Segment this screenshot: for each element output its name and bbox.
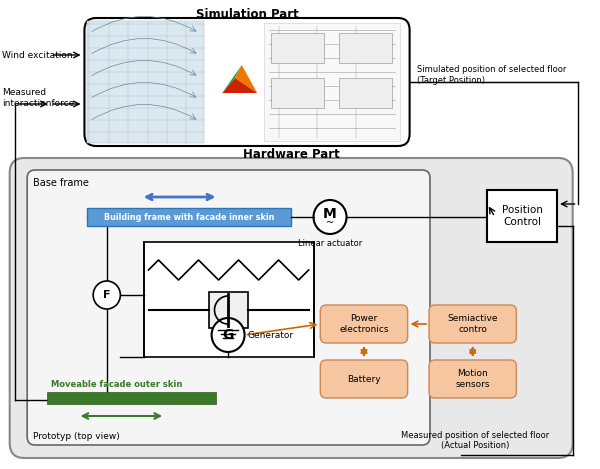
Bar	[339, 33, 392, 63]
Polygon shape	[222, 78, 257, 93]
Circle shape	[314, 200, 347, 234]
Text: Linear actuator: Linear actuator	[298, 239, 362, 248]
FancyBboxPatch shape	[10, 158, 572, 458]
FancyBboxPatch shape	[320, 360, 407, 398]
Text: ~: ~	[326, 218, 334, 228]
FancyBboxPatch shape	[429, 305, 517, 343]
Text: Semiactive
contro: Semiactive contro	[448, 314, 498, 334]
Text: Measured position of selected floor
(Actual Position): Measured position of selected floor (Act…	[401, 431, 550, 450]
Text: Prototyp (top view): Prototyp (top view)	[33, 432, 120, 441]
FancyBboxPatch shape	[429, 360, 517, 398]
Bar	[271, 78, 324, 108]
Circle shape	[212, 318, 245, 352]
Bar	[487, 190, 557, 242]
Text: Simulated position of selected floor
(Target Position): Simulated position of selected floor (Ta…	[418, 65, 567, 85]
Text: Position
Control: Position Control	[502, 205, 542, 227]
Bar	[271, 33, 324, 63]
Text: Generator: Generator	[248, 331, 293, 340]
Text: Moveable facade outer skin: Moveable facade outer skin	[51, 380, 182, 389]
Bar	[88, 21, 204, 143]
Text: Base frame: Base frame	[33, 178, 89, 188]
Polygon shape	[222, 65, 242, 93]
Polygon shape	[235, 65, 257, 93]
Circle shape	[93, 281, 121, 309]
Bar	[47, 392, 217, 404]
Bar	[143, 242, 314, 357]
Bar	[264, 23, 400, 141]
Text: Building frame with facade inner skin: Building frame with facade inner skin	[104, 212, 274, 221]
Text: G: G	[223, 328, 234, 342]
Bar	[209, 292, 248, 328]
FancyBboxPatch shape	[27, 170, 430, 445]
Text: Battery: Battery	[347, 375, 381, 384]
Text: Hardware Part: Hardware Part	[243, 148, 340, 161]
Text: Power
electronics: Power electronics	[339, 314, 389, 334]
Text: Motion
sensors: Motion sensors	[455, 369, 490, 389]
Bar	[88, 208, 291, 226]
Text: Measured
interactionforce: Measured interactionforce	[2, 88, 74, 108]
Text: F: F	[103, 290, 110, 300]
Bar	[339, 78, 392, 108]
FancyBboxPatch shape	[320, 305, 407, 343]
Text: Wind excitation: Wind excitation	[2, 51, 73, 60]
Text: Simulation Part: Simulation Part	[196, 8, 299, 21]
FancyBboxPatch shape	[85, 18, 410, 146]
Text: M: M	[323, 207, 337, 221]
